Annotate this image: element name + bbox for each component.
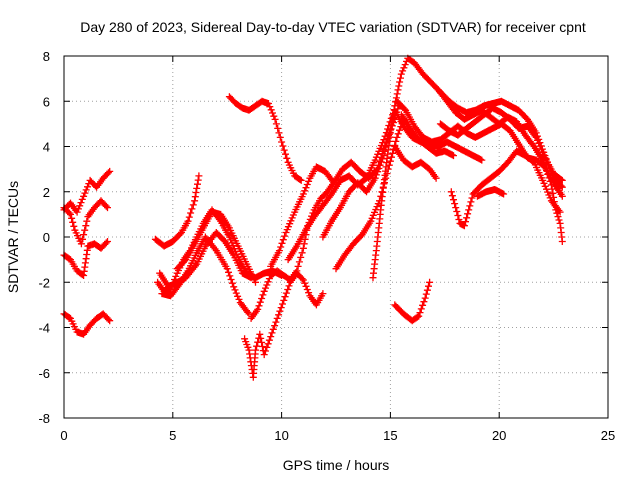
data-point-markers xyxy=(60,238,111,279)
plot-frame xyxy=(63,55,609,419)
y-tick-label: 4 xyxy=(43,140,50,155)
data-point-markers xyxy=(60,310,114,338)
x-tick-label: 10 xyxy=(274,428,288,443)
y-tick-label: 2 xyxy=(43,185,50,200)
series-s10 xyxy=(225,93,305,184)
series-s24 xyxy=(447,147,564,230)
series-s3 xyxy=(60,238,111,279)
y-tick-label: 8 xyxy=(43,49,50,64)
y-tick-label: -2 xyxy=(38,275,50,290)
y-tick-label: -6 xyxy=(38,366,50,381)
series-s23 xyxy=(436,104,566,184)
series-s26 xyxy=(391,278,434,325)
data-point-markers xyxy=(391,143,440,182)
x-tick-label: 25 xyxy=(601,428,615,443)
data-point-markers xyxy=(241,269,327,381)
data-point-markers xyxy=(151,172,203,250)
data-point-markers xyxy=(436,104,566,184)
data-point-markers xyxy=(284,111,397,264)
data-point-markers xyxy=(397,111,457,160)
series-s8 xyxy=(156,229,255,291)
grid-lines xyxy=(64,56,608,418)
chart-title: Day 280 of 2023, Sidereal Day-to-day VTE… xyxy=(80,19,586,35)
series-s21 xyxy=(397,111,457,160)
x-tick-label: 5 xyxy=(169,428,176,443)
data-point-markers xyxy=(173,208,259,286)
y-tick-label: 0 xyxy=(43,230,50,245)
x-tick-labels: 0 5 10 15 20 25 xyxy=(60,428,615,443)
y-tick-label: -8 xyxy=(38,411,50,426)
x-tick-label: 15 xyxy=(383,428,397,443)
data-point-markers xyxy=(447,147,564,230)
x-tick-label: 20 xyxy=(492,428,506,443)
data-point-markers xyxy=(473,186,508,200)
data-point-markers xyxy=(156,229,255,291)
series-s25 xyxy=(473,186,508,200)
y-tick-labels: -8 -6 -4 -2 0 2 4 6 8 xyxy=(38,49,50,426)
series-s20 xyxy=(391,143,440,182)
series-s5 xyxy=(151,172,203,250)
data-point-markers xyxy=(225,93,305,184)
series-s11 xyxy=(241,269,327,381)
series-s14 xyxy=(284,111,397,264)
series-s9 xyxy=(173,208,259,286)
data-point-markers xyxy=(391,278,434,325)
data-point-markers xyxy=(332,115,407,273)
y-tick-label: -4 xyxy=(38,321,50,336)
y-tick-label: 6 xyxy=(43,94,50,109)
x-axis-label: GPS time / hours xyxy=(283,457,390,473)
series-s4 xyxy=(60,310,114,338)
y-axis-label: SDTVAR / TECUs xyxy=(5,181,21,293)
series-s16 xyxy=(332,115,407,273)
x-tick-label: 0 xyxy=(60,428,67,443)
data-points xyxy=(60,54,566,381)
